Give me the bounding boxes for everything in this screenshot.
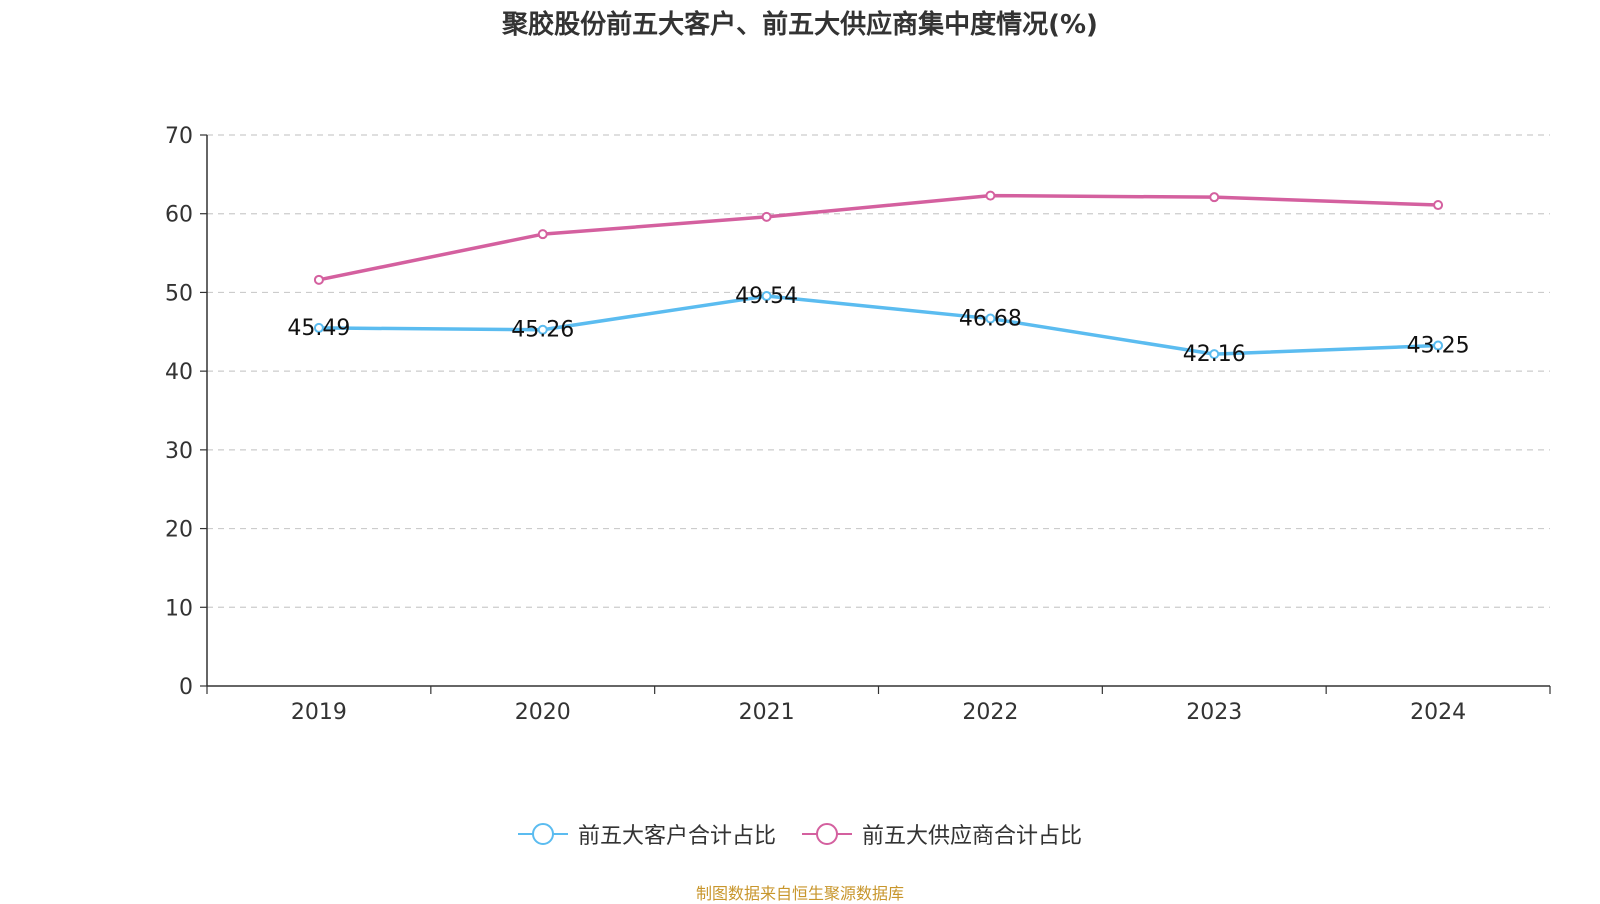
data-label: 49.54 (735, 284, 798, 309)
legend: 前五大客户合计占比 前五大供应商合计占比 (0, 818, 1600, 850)
data-labels: 45.49 45.26 49.54 46.68 42.16 43.25 (287, 284, 1469, 367)
x-tick-label: 2019 (291, 700, 347, 725)
data-point-0 (537, 324, 548, 335)
y-tick-label: 50 (165, 281, 193, 306)
data-point-1 (761, 211, 772, 222)
source-note: 制图数据来自恒生聚源数据库 (695, 884, 904, 903)
data-point-1 (1209, 192, 1220, 203)
data-point-0 (313, 322, 324, 333)
data-label: 42.16 (1183, 342, 1246, 367)
data-label: 46.68 (959, 307, 1022, 332)
data-point-0 (1433, 340, 1444, 351)
axes: 0 10 20 30 40 50 60 70 2019 2020 2021 2022 2023 2024 (165, 124, 1551, 725)
y-tick-label: 0 (179, 675, 193, 700)
data-point-1 (1433, 200, 1444, 211)
series-line-1 (318, 193, 1439, 282)
data-label: 45.49 (287, 316, 350, 341)
legend-swatch-suppliers (802, 823, 852, 845)
data-label: 45.26 (511, 318, 574, 343)
data-point-0 (761, 291, 772, 302)
x-tick-label: 2023 (1186, 700, 1242, 725)
legend-item-customers[interactable]: 前五大客户合计占比 (517, 818, 776, 850)
y-tick-label: 20 (165, 518, 193, 543)
y-tick-label: 40 (165, 360, 193, 385)
x-tick-label: 2021 (739, 700, 795, 725)
data-point-0 (985, 313, 996, 324)
x-tick-label: 2022 (962, 700, 1018, 725)
data-point-1 (985, 190, 996, 201)
y-tick-label: 60 (165, 203, 193, 228)
y-tick-label: 10 (165, 596, 193, 621)
data-point-1 (313, 274, 324, 285)
legend-item-suppliers[interactable]: 前五大供应商合计占比 (802, 818, 1082, 850)
grid-lines (207, 134, 1550, 608)
series-line-0 (318, 294, 1439, 356)
y-tick-label: 30 (165, 439, 193, 464)
data-point-0 (1209, 349, 1220, 360)
data-label: 43.25 (1407, 334, 1470, 359)
x-tick-label: 2024 (1410, 700, 1466, 725)
data-point-1 (537, 229, 548, 240)
legend-swatch-customers (517, 823, 568, 845)
x-tick-label: 2020 (515, 700, 571, 725)
legend-label-suppliers: 前五大供应商合计占比 (862, 824, 1083, 849)
legend-label-customers: 前五大客户合计占比 (577, 824, 776, 849)
series-lines (313, 190, 1444, 360)
chart-title: 聚胶股份前五大客户、前五大供应商集中度情况(%) (502, 10, 1098, 40)
y-tick-label: 70 (165, 124, 193, 149)
